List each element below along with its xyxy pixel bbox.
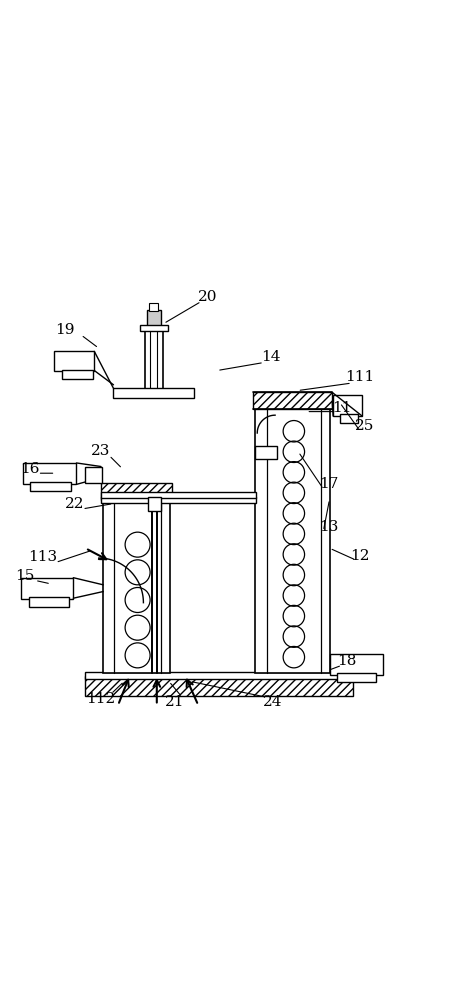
Text: 21: 21: [165, 695, 184, 709]
Bar: [85, 676, 352, 696]
Bar: [101, 492, 256, 498]
Bar: [329, 654, 382, 675]
Bar: [336, 673, 375, 682]
Bar: [103, 498, 170, 673]
Text: 25: 25: [354, 419, 373, 433]
Bar: [113, 388, 193, 398]
Text: 111: 111: [345, 370, 374, 384]
Text: 17: 17: [318, 477, 338, 491]
Bar: [85, 467, 102, 483]
Bar: [101, 497, 256, 503]
Text: 15: 15: [15, 569, 35, 583]
Bar: [30, 482, 70, 491]
Bar: [101, 483, 172, 500]
Text: 24: 24: [262, 695, 282, 709]
Bar: [254, 408, 329, 673]
Text: 112: 112: [86, 692, 115, 706]
Bar: [149, 303, 158, 311]
Bar: [85, 672, 352, 679]
Text: 22: 22: [64, 497, 84, 511]
Text: 23: 23: [91, 444, 110, 458]
Text: 13: 13: [318, 520, 338, 534]
Text: 16: 16: [20, 462, 39, 476]
Bar: [332, 395, 361, 416]
Bar: [144, 326, 162, 397]
Text: 20: 20: [198, 290, 217, 304]
Bar: [339, 414, 357, 423]
Bar: [148, 497, 161, 511]
Bar: [28, 597, 69, 607]
Text: 19: 19: [55, 323, 75, 337]
Bar: [23, 463, 76, 484]
Bar: [62, 370, 93, 379]
Text: 11: 11: [331, 401, 351, 415]
Bar: [254, 446, 277, 459]
Text: 18: 18: [336, 654, 355, 668]
Text: 14: 14: [260, 350, 280, 364]
Text: 113: 113: [28, 550, 57, 564]
Bar: [252, 392, 331, 409]
Bar: [140, 325, 168, 331]
Bar: [54, 351, 94, 371]
Bar: [21, 578, 73, 599]
Bar: [146, 310, 161, 327]
Text: 12: 12: [350, 549, 369, 563]
